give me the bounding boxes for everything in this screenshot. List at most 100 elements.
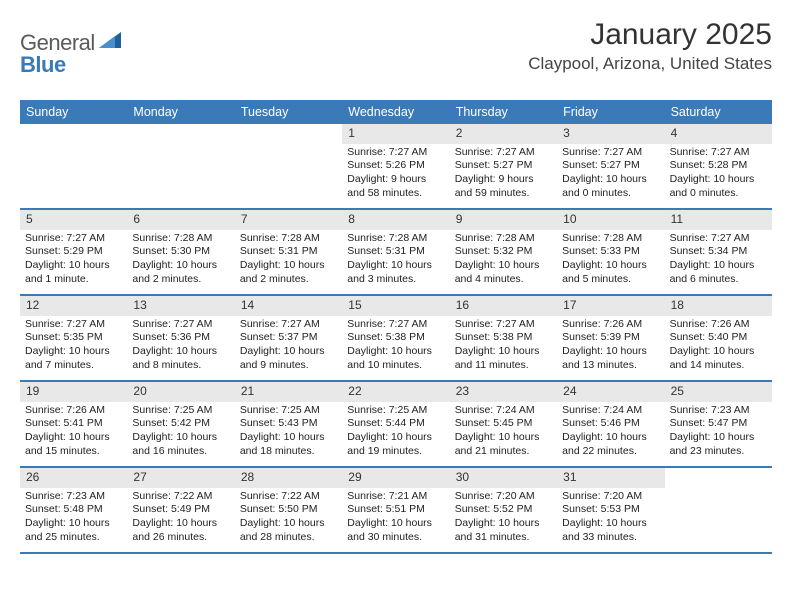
day-cell: 17Sunrise: 7:26 AMSunset: 5:39 PMDayligh… [557,296,664,380]
calendar-grid: SundayMondayTuesdayWednesdayThursdayFrid… [20,100,772,554]
day-number: 28 [235,468,342,488]
sunset-text: Sunset: 5:38 PM [455,331,552,345]
day-number: 12 [20,296,127,316]
day-cell: 29Sunrise: 7:21 AMSunset: 5:51 PMDayligh… [342,468,449,552]
sunrise-text: Sunrise: 7:25 AM [132,404,229,418]
sunset-text: Sunset: 5:36 PM [132,331,229,345]
day-details: Sunrise: 7:22 AMSunset: 5:50 PMDaylight:… [235,490,342,549]
day-details: Sunrise: 7:20 AMSunset: 5:52 PMDaylight:… [450,490,557,549]
day-cell: 18Sunrise: 7:26 AMSunset: 5:40 PMDayligh… [665,296,772,380]
day-details: Sunrise: 7:27 AMSunset: 5:34 PMDaylight:… [665,232,772,291]
weekday-header: Thursday [450,100,557,124]
sunrise-text: Sunrise: 7:28 AM [240,232,337,246]
day-details: Sunrise: 7:27 AMSunset: 5:27 PMDaylight:… [450,146,557,205]
sunset-text: Sunset: 5:29 PM [25,245,122,259]
brand-part2-wrap: Blue [20,52,66,78]
week-row: 1Sunrise: 7:27 AMSunset: 5:26 PMDaylight… [20,124,772,210]
day-cell: 15Sunrise: 7:27 AMSunset: 5:38 PMDayligh… [342,296,449,380]
day-number: 30 [450,468,557,488]
daylight-text: Daylight: 10 hours and 19 minutes. [347,431,444,458]
sunrise-text: Sunrise: 7:22 AM [132,490,229,504]
daylight-text: Daylight: 10 hours and 1 minute. [25,259,122,286]
day-cell [127,124,234,208]
weekday-header: Tuesday [235,100,342,124]
day-details: Sunrise: 7:23 AMSunset: 5:47 PMDaylight:… [665,404,772,463]
daylight-text: Daylight: 10 hours and 0 minutes. [562,173,659,200]
day-number: 26 [20,468,127,488]
day-cell [235,124,342,208]
day-details: Sunrise: 7:28 AMSunset: 5:32 PMDaylight:… [450,232,557,291]
day-cell: 4Sunrise: 7:27 AMSunset: 5:28 PMDaylight… [665,124,772,208]
day-number: 17 [557,296,664,316]
day-number: 25 [665,382,772,402]
sunset-text: Sunset: 5:39 PM [562,331,659,345]
daylight-text: Daylight: 10 hours and 11 minutes. [455,345,552,372]
header-row: General January 2025 Claypool, Arizona, … [20,18,772,74]
sunrise-text: Sunrise: 7:27 AM [347,146,444,160]
day-cell: 2Sunrise: 7:27 AMSunset: 5:27 PMDaylight… [450,124,557,208]
sunset-text: Sunset: 5:45 PM [455,417,552,431]
triangle-icon [99,32,121,53]
day-number: 27 [127,468,234,488]
day-cell: 30Sunrise: 7:20 AMSunset: 5:52 PMDayligh… [450,468,557,552]
day-cell: 11Sunrise: 7:27 AMSunset: 5:34 PMDayligh… [665,210,772,294]
day-cell: 16Sunrise: 7:27 AMSunset: 5:38 PMDayligh… [450,296,557,380]
day-number: 19 [20,382,127,402]
calendar-page: General January 2025 Claypool, Arizona, … [0,0,792,554]
day-number: 7 [235,210,342,230]
daylight-text: Daylight: 10 hours and 0 minutes. [670,173,767,200]
day-cell: 13Sunrise: 7:27 AMSunset: 5:36 PMDayligh… [127,296,234,380]
sunset-text: Sunset: 5:47 PM [670,417,767,431]
day-cell: 14Sunrise: 7:27 AMSunset: 5:37 PMDayligh… [235,296,342,380]
sunset-text: Sunset: 5:37 PM [240,331,337,345]
day-cell: 12Sunrise: 7:27 AMSunset: 5:35 PMDayligh… [20,296,127,380]
daylight-text: Daylight: 10 hours and 25 minutes. [25,517,122,544]
day-cell: 19Sunrise: 7:26 AMSunset: 5:41 PMDayligh… [20,382,127,466]
sunset-text: Sunset: 5:28 PM [670,159,767,173]
daylight-text: Daylight: 10 hours and 10 minutes. [347,345,444,372]
daylight-text: Daylight: 10 hours and 28 minutes. [240,517,337,544]
day-details: Sunrise: 7:25 AMSunset: 5:42 PMDaylight:… [127,404,234,463]
day-number: 1 [342,124,449,144]
month-title: January 2025 [528,18,772,52]
daylight-text: Daylight: 10 hours and 14 minutes. [670,345,767,372]
week-row: 12Sunrise: 7:27 AMSunset: 5:35 PMDayligh… [20,296,772,382]
day-cell: 9Sunrise: 7:28 AMSunset: 5:32 PMDaylight… [450,210,557,294]
day-number: 6 [127,210,234,230]
sunrise-text: Sunrise: 7:28 AM [455,232,552,246]
sunrise-text: Sunrise: 7:27 AM [455,146,552,160]
day-details: Sunrise: 7:27 AMSunset: 5:36 PMDaylight:… [127,318,234,377]
weekday-header: Sunday [20,100,127,124]
day-number: 29 [342,468,449,488]
day-details: Sunrise: 7:28 AMSunset: 5:31 PMDaylight:… [342,232,449,291]
sunset-text: Sunset: 5:34 PM [670,245,767,259]
day-details: Sunrise: 7:27 AMSunset: 5:38 PMDaylight:… [342,318,449,377]
sunset-text: Sunset: 5:44 PM [347,417,444,431]
day-cell: 22Sunrise: 7:25 AMSunset: 5:44 PMDayligh… [342,382,449,466]
daylight-text: Daylight: 10 hours and 8 minutes. [132,345,229,372]
daylight-text: Daylight: 9 hours and 59 minutes. [455,173,552,200]
weekday-header: Wednesday [342,100,449,124]
sunrise-text: Sunrise: 7:23 AM [25,490,122,504]
day-number: 21 [235,382,342,402]
sunset-text: Sunset: 5:40 PM [670,331,767,345]
day-details: Sunrise: 7:27 AMSunset: 5:37 PMDaylight:… [235,318,342,377]
day-number: 9 [450,210,557,230]
sunset-text: Sunset: 5:53 PM [562,503,659,517]
day-cell: 6Sunrise: 7:28 AMSunset: 5:30 PMDaylight… [127,210,234,294]
daylight-text: Daylight: 10 hours and 31 minutes. [455,517,552,544]
sunrise-text: Sunrise: 7:27 AM [132,318,229,332]
day-details: Sunrise: 7:24 AMSunset: 5:46 PMDaylight:… [557,404,664,463]
sunrise-text: Sunrise: 7:26 AM [25,404,122,418]
day-details: Sunrise: 7:27 AMSunset: 5:28 PMDaylight:… [665,146,772,205]
day-cell: 8Sunrise: 7:28 AMSunset: 5:31 PMDaylight… [342,210,449,294]
day-details: Sunrise: 7:26 AMSunset: 5:40 PMDaylight:… [665,318,772,377]
day-number: 23 [450,382,557,402]
daylight-text: Daylight: 10 hours and 3 minutes. [347,259,444,286]
day-cell: 31Sunrise: 7:20 AMSunset: 5:53 PMDayligh… [557,468,664,552]
day-number: 5 [20,210,127,230]
day-details: Sunrise: 7:25 AMSunset: 5:44 PMDaylight:… [342,404,449,463]
sunset-text: Sunset: 5:42 PM [132,417,229,431]
day-details: Sunrise: 7:26 AMSunset: 5:41 PMDaylight:… [20,404,127,463]
sunrise-text: Sunrise: 7:27 AM [455,318,552,332]
